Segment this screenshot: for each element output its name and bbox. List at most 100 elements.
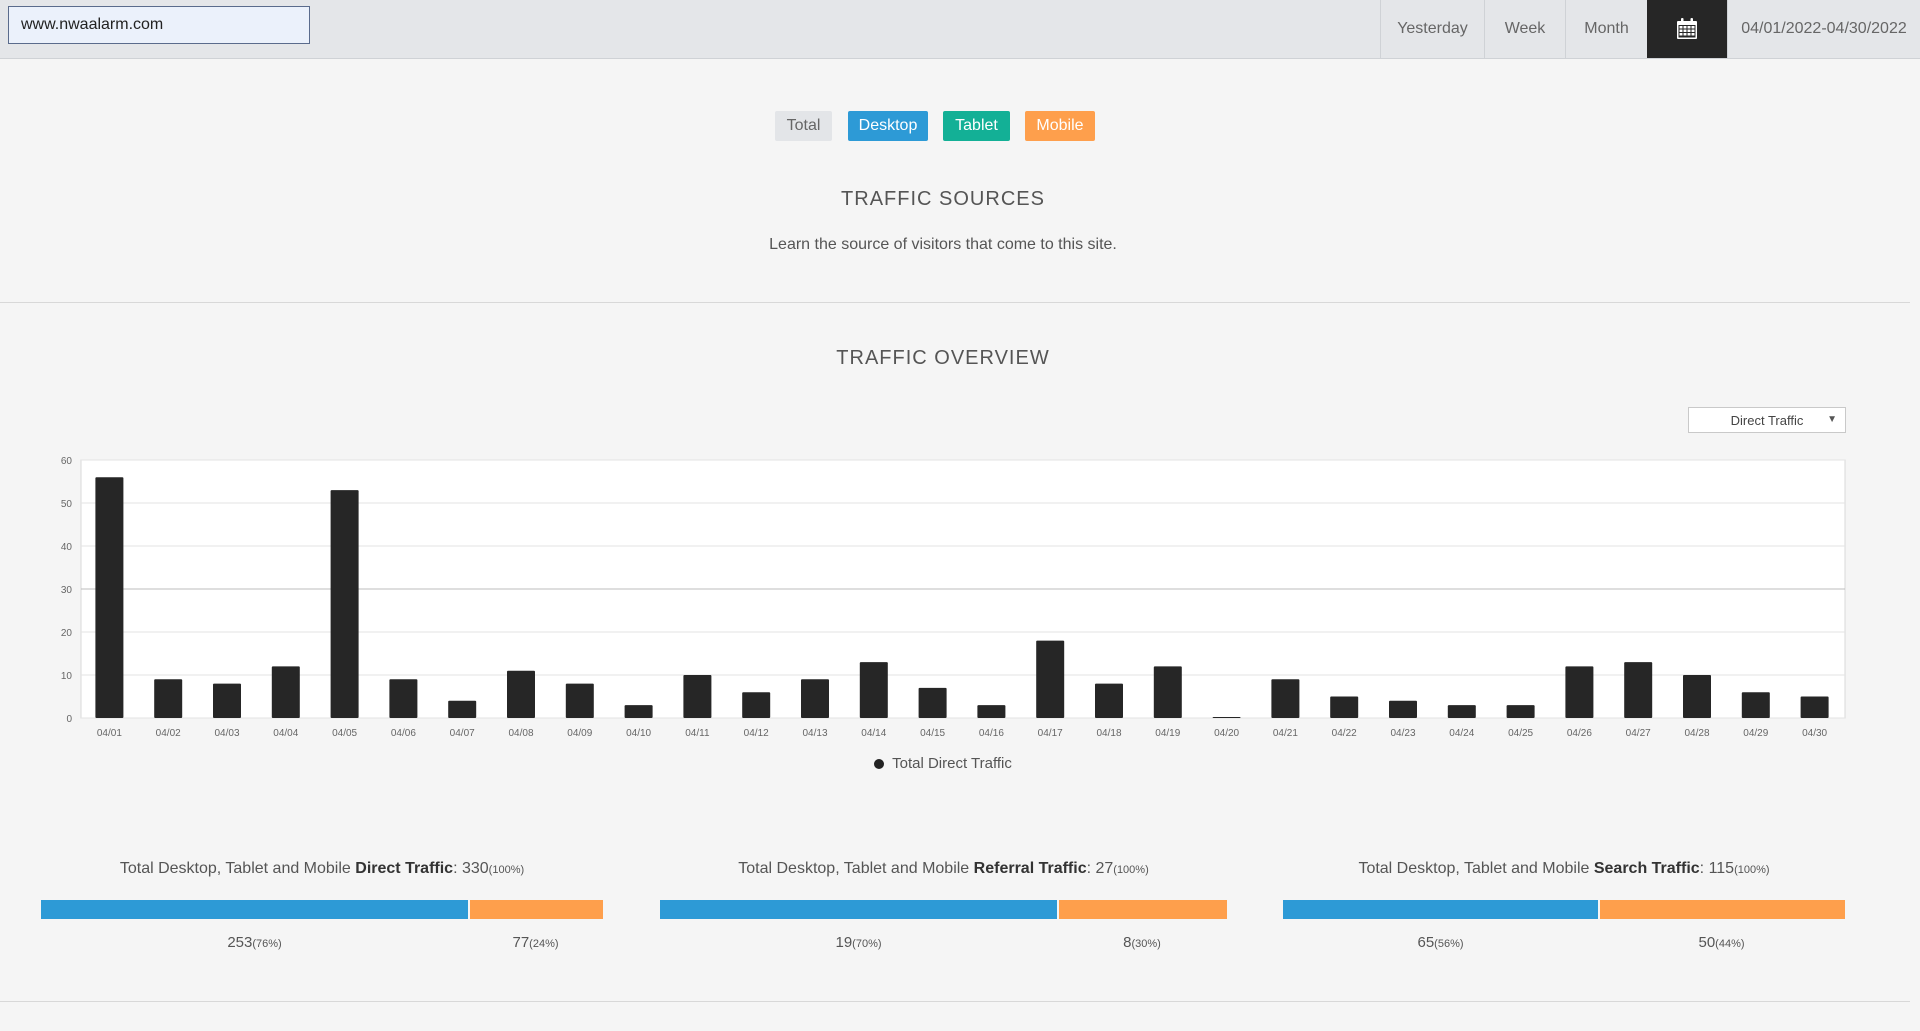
x-tick-label: 04/30 (1802, 728, 1827, 739)
traffic-type-select-value: Direct Traffic (1730, 412, 1804, 428)
month-button[interactable]: Month (1565, 0, 1647, 58)
desktop-share-label: 19(70%) (835, 934, 882, 951)
bar-04-10 (624, 705, 653, 718)
section-divider (0, 302, 1910, 303)
legend-dot-icon (874, 758, 885, 769)
mobile-share-label: 8(30%) (1123, 934, 1161, 951)
x-tick-label: 04/11 (685, 728, 710, 739)
chevron-down-icon: ▼ (1827, 414, 1837, 425)
x-tick-label: 04/21 (1273, 728, 1298, 739)
bar-04-29 (1741, 692, 1770, 718)
bar-04-15 (918, 687, 947, 718)
date-range-toolbar: Yesterday Week Month 04/01/2022-04/30/20… (1380, 0, 1920, 58)
desktop-share-label: 65(56%) (1417, 934, 1464, 951)
traffic-bar-chart: 0 10 20 30 40 50 60 04/01 04/02 04/03 04/04 04/05 04… (61, 456, 1846, 739)
y-tick-label: 40 (61, 542, 73, 553)
x-tick-label: 04/03 (214, 728, 239, 739)
section-divider (0, 1001, 1910, 1002)
week-button[interactable]: Week (1484, 0, 1565, 58)
bar-04-14 (859, 662, 888, 718)
site-url-input[interactable] (8, 6, 310, 44)
date-range-display[interactable]: 04/01/2022-04/30/2022 (1727, 0, 1920, 58)
device-share-bar (41, 900, 603, 919)
bar-04-23 (1389, 700, 1417, 718)
bar-04-18 (1095, 683, 1123, 718)
legend-label: Total Direct Traffic (892, 755, 1012, 772)
traffic-type-select[interactable]: Direct Traffic ▼ (1688, 407, 1846, 433)
bar-04-27 (1624, 662, 1653, 718)
bar-04-28 (1683, 675, 1711, 718)
calendar-button[interactable] (1647, 0, 1727, 58)
x-tick-label: 04/16 (979, 728, 1004, 739)
filter-total-button[interactable]: Total (775, 111, 832, 141)
x-tick-label: 04/04 (273, 728, 298, 739)
yesterday-button[interactable]: Yesterday (1380, 0, 1484, 58)
x-tick-label: 04/14 (861, 728, 886, 739)
desktop-share-segment (1283, 900, 1598, 919)
x-tick-label: 04/07 (450, 728, 475, 739)
x-tick-label: 04/23 (1390, 728, 1415, 739)
x-tick-label: 04/17 (1038, 728, 1063, 739)
y-tick-label: 20 (61, 628, 73, 639)
y-tick-label: 10 (61, 671, 73, 682)
bar-04-22 (1330, 696, 1359, 718)
calendar-icon (1677, 18, 1697, 39)
x-tick-label: 04/26 (1567, 728, 1592, 739)
x-tick-label: 04/28 (1684, 728, 1709, 739)
x-tick-label: 04/06 (391, 728, 416, 739)
x-tick-label: 04/10 (626, 728, 651, 739)
bar-04-05 (330, 490, 359, 718)
bar-04-25 (1506, 705, 1535, 718)
chart-legend: Total Direct Traffic (0, 755, 1886, 772)
bar-04-03 (213, 683, 241, 718)
bar-04-01 (95, 477, 124, 718)
x-tick-label: 04/15 (920, 728, 945, 739)
x-tick-label: 04/18 (1096, 728, 1121, 739)
traffic-sources-title: TRAFFIC SOURCES (841, 188, 1045, 210)
desktop-share-segment (660, 900, 1057, 919)
x-tick-label: 04/27 (1626, 728, 1651, 739)
mobile-share-segment (1600, 900, 1845, 919)
desktop-share-label: 253(76%) (227, 934, 282, 951)
bar-04-11 (683, 675, 712, 718)
x-tick-label: 04/22 (1332, 728, 1357, 739)
y-tick-label: 50 (61, 499, 73, 510)
bar-04-04 (271, 666, 300, 718)
bar-04-06 (389, 679, 418, 718)
mobile-share-label: 50(44%) (1698, 934, 1745, 951)
x-tick-label: 04/09 (567, 728, 592, 739)
x-tick-label: 04/02 (156, 728, 181, 739)
bar-04-26 (1565, 666, 1594, 718)
filter-tablet-button[interactable]: Tablet (943, 111, 1010, 141)
device-share-bar (1283, 900, 1845, 919)
mobile-share-segment (470, 900, 603, 919)
bar-04-19 (1153, 666, 1182, 718)
bar-04-21 (1271, 679, 1300, 718)
x-tick-label: 04/13 (802, 728, 827, 739)
y-tick-label: 0 (66, 714, 72, 725)
x-tick-label: 04/19 (1155, 728, 1180, 739)
bar-04-07 (448, 700, 477, 718)
total-title: Total Desktop, Tablet and Mobile Search … (1358, 860, 1770, 877)
y-tick-label: 60 (61, 456, 73, 467)
mobile-share-label: 77(24%) (512, 934, 559, 951)
device-share-bar (660, 900, 1227, 919)
traffic-sources-description: Learn the source of visitors that come t… (769, 236, 1117, 253)
mobile-share-segment (1059, 900, 1227, 919)
x-tick-label: 04/20 (1214, 728, 1239, 739)
x-tick-label: 04/12 (744, 728, 769, 739)
total-title: Total Desktop, Tablet and Mobile Referra… (738, 860, 1149, 877)
x-tick-label: 04/29 (1743, 728, 1768, 739)
filter-mobile-button[interactable]: Mobile (1025, 111, 1095, 141)
x-tick-label: 04/01 (97, 728, 122, 739)
bar-04-30 (1800, 696, 1829, 718)
bar-04-09 (565, 683, 594, 718)
top-bar: Yesterday Week Month 04/01/2022-04/30/20… (0, 0, 1920, 59)
x-tick-label: 04/25 (1508, 728, 1533, 739)
bar-04-13 (801, 679, 829, 718)
filter-desktop-button[interactable]: Desktop (848, 111, 928, 141)
x-tick-label: 04/08 (508, 728, 533, 739)
bar-04-16 (977, 705, 1006, 718)
traffic-overview-title: TRAFFIC OVERVIEW (836, 347, 1050, 369)
bar-04-20 (1212, 717, 1241, 718)
